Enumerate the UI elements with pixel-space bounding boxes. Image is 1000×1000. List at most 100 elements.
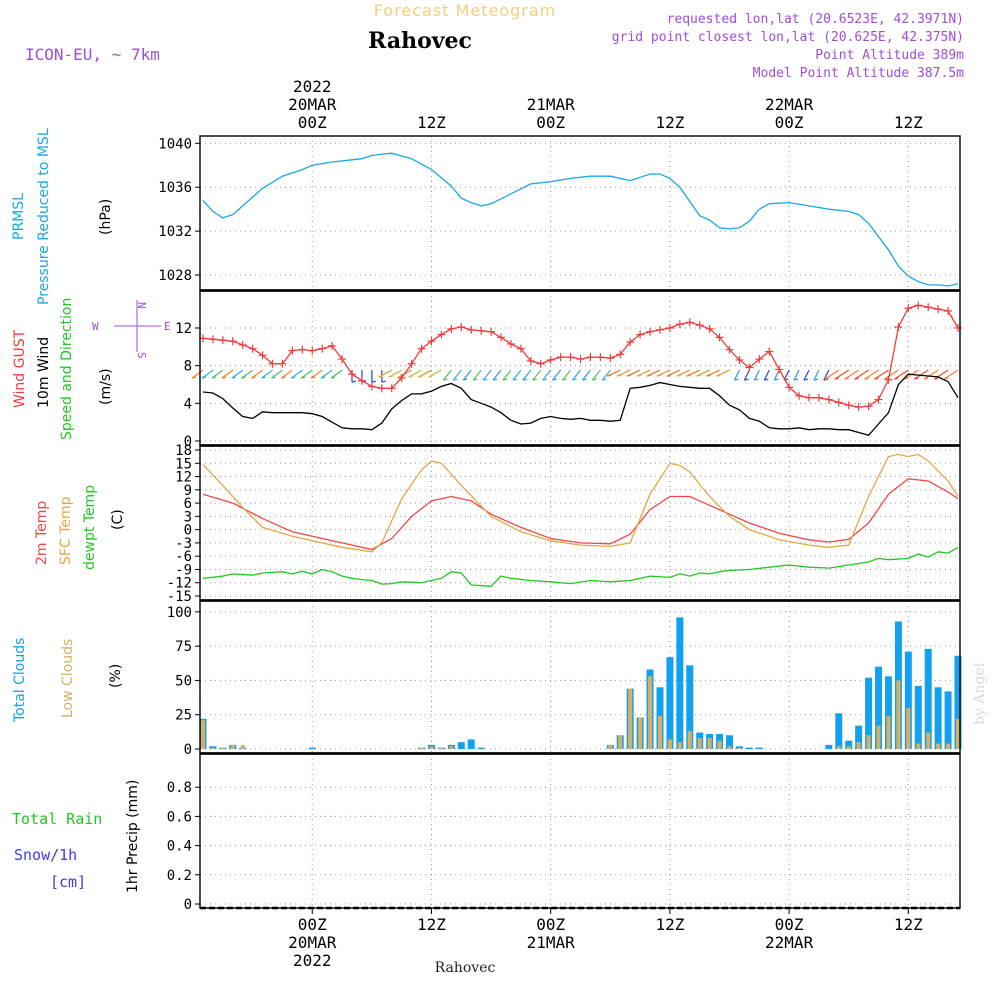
top-time-label: 22MAR (765, 95, 814, 114)
wind-arrow-head (793, 378, 799, 381)
wind-arrow-head (301, 376, 306, 379)
pressure-labels: PRMSL Pressure Reduced to MSL (hPa) (11, 128, 114, 305)
wind-direction-arrow (532, 369, 542, 381)
low-cloud-bar (657, 716, 662, 749)
wind-direction-arrow (571, 369, 582, 381)
y-tick-label: 3 (184, 509, 192, 525)
y-tick-label: 8 (184, 359, 192, 375)
compass-e-label: E (164, 320, 171, 333)
wind-direction-arrow (442, 369, 452, 381)
total-cloud-bar (686, 665, 694, 749)
y-tick-label: 25 (175, 708, 192, 724)
wind-direction-arrow (581, 369, 591, 381)
wind-arrow-head (572, 378, 577, 381)
wind-direction-arrow (803, 369, 810, 381)
wind-arrow-head (562, 378, 567, 381)
bottom-time-label: 00Z (298, 915, 327, 934)
total-cloud-bar (755, 747, 763, 750)
wind-arrow-head (378, 375, 383, 378)
wind-direction-arrow (452, 369, 462, 381)
wind-arrow-head (824, 377, 829, 380)
snow-unit-label: [cm] (50, 873, 86, 891)
wind-arrow-head (744, 378, 749, 381)
wind-direction-arrow (813, 369, 820, 381)
wind-direction-arrow (864, 369, 879, 380)
series-line-2m-temp (202, 478, 959, 551)
wind-direction-arrow (221, 369, 234, 379)
wind-direction-arrow (591, 369, 601, 381)
compass-s-label: S (135, 352, 148, 359)
bottom-time-label: 12Z (417, 915, 446, 934)
wind-direction-arrow (542, 369, 552, 381)
wind-arrow-head (320, 376, 326, 379)
low-cloud-bar (727, 746, 732, 749)
axis-layer: 102810321036104004812-15-12-9-6-30369121… (158, 77, 923, 970)
wind-arrow-head (764, 378, 769, 381)
bottom-time-label: 20MAR (288, 933, 337, 952)
wind-direction-arrow (251, 369, 263, 379)
wind-arrow-head (774, 378, 779, 381)
y-tick-label: 0.2 (167, 868, 192, 884)
y-tick-label: -12 (167, 576, 192, 592)
wind-direction-arrow (231, 369, 244, 379)
total-cloud-bar (904, 651, 912, 749)
wind-arrow-head (231, 376, 236, 379)
snow-label: Snow/1h (14, 846, 77, 864)
wind-direction-arrow (943, 369, 959, 380)
wind-direction-arrow (330, 369, 343, 379)
total-cloud-bar (308, 747, 316, 750)
wind-direction-arrow (743, 369, 750, 381)
wind-arrow-head (482, 378, 488, 381)
chart-title: Forecast Meteogram (374, 1, 556, 20)
low-cloud-bar (429, 746, 434, 749)
low-cloud-bar (926, 732, 931, 749)
low-cloud-bar (449, 746, 454, 749)
total-cloud-bar (924, 648, 932, 749)
wind-arrow-head (201, 376, 207, 379)
pressure-unit-label: (hPa) (98, 199, 114, 235)
series-line-sfc-temp (202, 453, 959, 553)
wind-arrow-head (582, 378, 587, 381)
prmsl-label: PRMSL (11, 193, 27, 240)
bottom-time-label: 00Z (536, 915, 565, 934)
low-cloud-bar (240, 744, 245, 749)
bottom-time-label: 12Z (655, 915, 684, 934)
wind-arrow-head (311, 376, 316, 379)
cloud-labels: Total Clouds Low Clouds (%) (12, 638, 124, 723)
low-cloud-bar (707, 738, 712, 749)
series-line-10m-wind (202, 373, 959, 437)
wind-arrow-head (607, 374, 612, 377)
wind-arrow-head (844, 377, 849, 380)
wind-arrow-head (626, 374, 632, 377)
precip-labels: Total Rain Snow/1h [cm] 1hr Precip (mm) (12, 780, 141, 893)
grid-point-coords: grid point closest lon,lat (20.625E, 42.… (612, 30, 964, 45)
wind-direction-arrow (290, 369, 303, 379)
low-cloud-bar (638, 717, 643, 749)
low-cloud-bar (618, 735, 623, 749)
wind-arrow-head (666, 374, 672, 377)
wind-arrow-head (388, 375, 393, 378)
wind-direction-arrow (793, 369, 800, 381)
low-cloud-bar (230, 744, 235, 749)
top-time-label: 12Z (894, 113, 923, 132)
wind-arrow-head (834, 377, 839, 380)
low-cloud-bar (866, 735, 871, 749)
wind-direction-arrow (783, 369, 790, 381)
y-tick-label: 75 (175, 639, 192, 655)
y-tick-label: -9 (175, 562, 192, 578)
wind-arrow-head (823, 378, 829, 381)
total-cloud-bar (845, 740, 853, 749)
wind-direction-arrow (913, 369, 929, 380)
footer-location: Rahovec (435, 960, 496, 976)
wind-arrow-head (734, 378, 739, 381)
model-altitude: Model Point Altitude 387.5m (753, 66, 964, 81)
wind-arrow-head (864, 377, 869, 380)
wind-direction-arrow (552, 369, 562, 381)
panel-frame-temperature (199, 445, 961, 601)
y-tick-label: 0.8 (167, 780, 192, 796)
wind-arrow-head (221, 376, 226, 379)
y-tick-label: 0 (184, 523, 192, 539)
temp-labels: 2m Temp SFC Temp dewpt Temp (C) (34, 485, 126, 570)
wind-arrow-head (428, 375, 433, 378)
wind-direction-arrow (522, 369, 532, 381)
